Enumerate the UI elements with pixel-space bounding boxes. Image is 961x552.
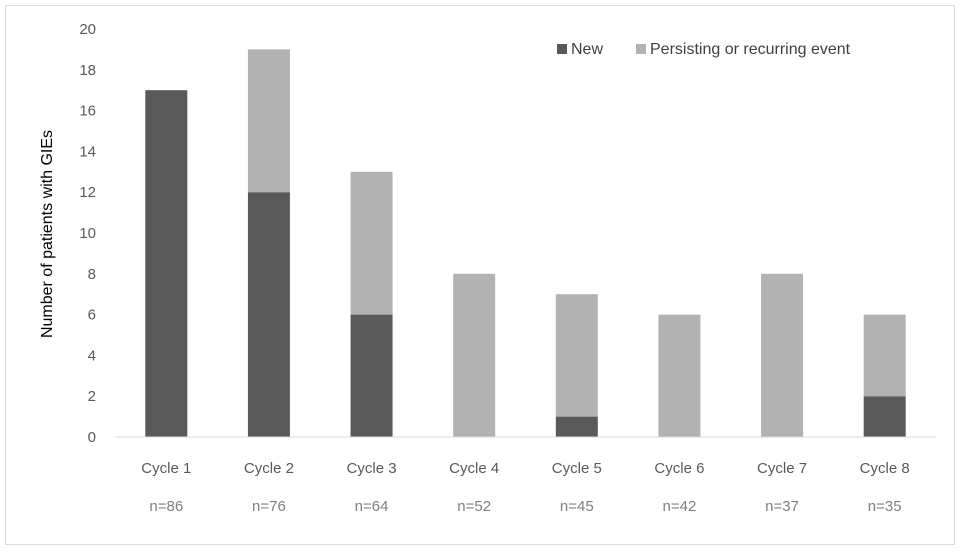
sample-size-label: n=42 bbox=[663, 498, 697, 515]
x-tick-label: Cycle 1 bbox=[141, 460, 191, 477]
x-tick-label: Cycle 5 bbox=[552, 460, 602, 477]
y-tick-label: 6 bbox=[88, 307, 96, 324]
bar-segment-persisting bbox=[247, 49, 290, 193]
y-axis-label: Number of patients with GIEs bbox=[39, 130, 56, 338]
y-tick-label: 12 bbox=[79, 184, 96, 201]
x-tick-label: Cycle 4 bbox=[449, 460, 499, 477]
bar-segment-persisting bbox=[453, 273, 496, 437]
x-tick-label: Cycle 6 bbox=[654, 460, 704, 477]
sample-size-label: n=35 bbox=[868, 498, 902, 515]
bar-segment-new bbox=[145, 90, 188, 437]
bar-segment-new bbox=[555, 416, 598, 437]
y-tick-label: 18 bbox=[79, 62, 96, 79]
x-tick-label: Cycle 7 bbox=[757, 460, 807, 477]
bar-segment-persisting bbox=[658, 314, 701, 437]
x-tick-label: Cycle 3 bbox=[347, 460, 397, 477]
y-tick-label: 2 bbox=[88, 388, 96, 405]
legend-label: New bbox=[571, 41, 603, 58]
legend-label: Persisting or recurring event bbox=[650, 41, 851, 58]
y-tick-label: 16 bbox=[79, 103, 96, 120]
sample-size-label: n=86 bbox=[149, 498, 183, 515]
bar-segment-new bbox=[863, 396, 906, 437]
bar-segment-persisting bbox=[761, 273, 804, 437]
sample-size-label: n=45 bbox=[560, 498, 594, 515]
x-tick-label: Cycle 8 bbox=[860, 460, 910, 477]
x-axis-ticks: Cycle 1 Cycle 2 Cycle 3 Cycle 4 Cycle 5 Cycle… bbox=[141, 460, 909, 477]
y-tick-label: 0 bbox=[88, 429, 96, 446]
y-tick-label: 10 bbox=[79, 225, 96, 242]
x-tick-label: Cycle 2 bbox=[244, 460, 294, 477]
sample-size-label: n=37 bbox=[765, 498, 799, 515]
bars bbox=[145, 49, 906, 437]
sample-size-label: n=52 bbox=[457, 498, 491, 515]
legend-swatch bbox=[557, 44, 567, 54]
bar-segment-persisting bbox=[350, 171, 393, 315]
legend: New Persisting or recurring event bbox=[557, 41, 851, 58]
bar-segment-persisting bbox=[863, 314, 906, 397]
y-tick-label: 4 bbox=[88, 347, 96, 364]
bar-segment-new bbox=[247, 192, 290, 437]
bar-segment-new bbox=[350, 314, 393, 437]
legend-swatch bbox=[636, 44, 646, 54]
sample-size-label: n=76 bbox=[252, 498, 286, 515]
sample-size-label: n=64 bbox=[355, 498, 389, 515]
sample-size-labels: n=86 n=76 n=64 n=52 n=45 n=42 n=37 n=35 bbox=[149, 498, 901, 515]
bar-segment-persisting bbox=[555, 294, 598, 417]
y-tick-label: 8 bbox=[88, 266, 96, 283]
y-axis-ticks: 0 2 4 6 8 10 12 14 16 18 20 bbox=[79, 21, 96, 446]
y-tick-label: 14 bbox=[79, 143, 96, 160]
y-tick-label: 20 bbox=[79, 21, 96, 38]
